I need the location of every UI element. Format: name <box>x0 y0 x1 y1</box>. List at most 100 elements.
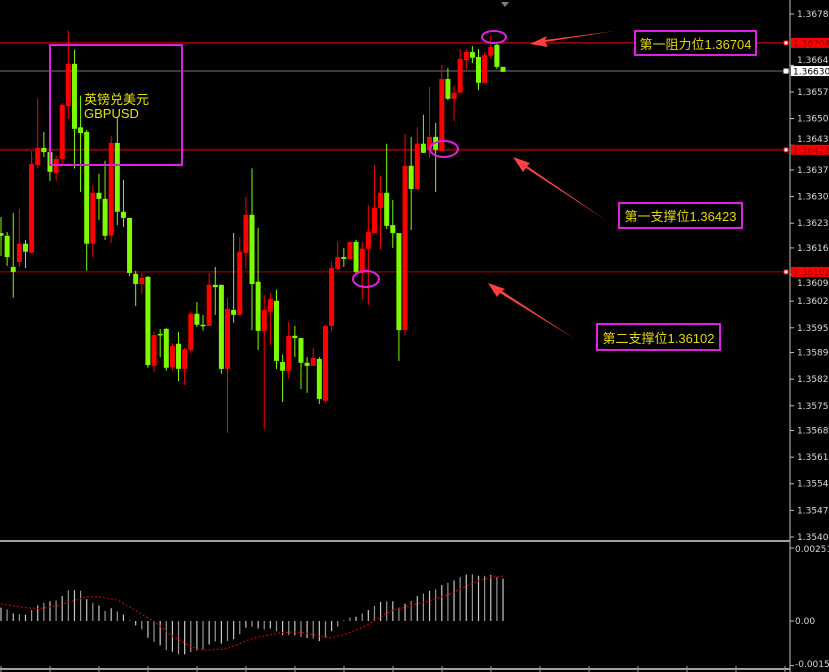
candle <box>127 217 133 277</box>
candle <box>163 327 169 371</box>
candles <box>0 30 506 433</box>
price-tick-label: 1.35820 <box>797 375 829 385</box>
candle-body <box>65 63 71 107</box>
candle <box>457 48 463 93</box>
arrow-resistance <box>530 31 615 47</box>
support2-price-label-marker <box>783 269 789 275</box>
candle <box>433 122 439 193</box>
candle-body <box>408 165 414 189</box>
candle <box>249 168 255 331</box>
support2-price-label: 1.36102 <box>793 268 829 278</box>
candle <box>59 103 65 164</box>
candle-body <box>237 251 243 315</box>
candle-body <box>414 143 420 189</box>
candle <box>157 328 163 358</box>
candle <box>445 68 451 100</box>
candle <box>114 117 120 226</box>
candle-body <box>359 248 365 274</box>
candle-body <box>298 338 304 363</box>
candle-body <box>96 192 102 199</box>
candle <box>304 357 310 393</box>
candle <box>451 85 457 121</box>
candle-body <box>127 217 133 274</box>
candle-body <box>402 165 408 331</box>
candle-body <box>157 333 163 336</box>
candle <box>273 289 279 369</box>
ellipse-top <box>481 30 507 44</box>
candle-body <box>108 142 114 236</box>
candle <box>414 127 420 191</box>
candle-body <box>365 231 371 249</box>
candle-body <box>182 349 188 369</box>
price-tick-label: 1.35405 <box>797 533 829 543</box>
price-tick-label: 1.36230 <box>797 219 829 229</box>
current-price-label-bg <box>791 66 829 77</box>
candle <box>90 184 96 258</box>
candle-body <box>139 277 145 285</box>
candle <box>0 217 4 256</box>
candle <box>329 261 335 331</box>
price-tick-label: 1.36780 <box>797 10 829 20</box>
candle-body <box>243 214 249 253</box>
candle <box>347 241 353 259</box>
candle-body <box>225 308 231 369</box>
candle-body <box>396 233 402 331</box>
candle-body <box>16 243 22 262</box>
candle-body <box>280 362 286 371</box>
candle <box>396 233 402 361</box>
support1-price-label-bg <box>791 144 829 155</box>
candle-body <box>316 358 322 399</box>
candle <box>384 143 390 229</box>
candle-body <box>176 343 182 369</box>
chart-shift-marker[interactable] <box>501 2 509 7</box>
candle-body <box>267 298 273 312</box>
candle <box>145 276 151 368</box>
candle-body <box>120 211 126 218</box>
resistance1-price-label-bg <box>791 37 829 48</box>
candle-body <box>206 284 212 326</box>
candle <box>476 48 482 91</box>
price-tick-label: 1.35685 <box>797 426 829 436</box>
candle <box>353 239 359 274</box>
candle <box>206 273 212 326</box>
candle-body <box>292 335 298 339</box>
candle <box>267 292 273 345</box>
candle <box>378 176 384 250</box>
price-tick-label: 1.36435 <box>797 135 829 145</box>
candle <box>402 133 408 336</box>
price-tick-label: 1.35475 <box>797 506 829 516</box>
candle-body <box>310 357 316 366</box>
candle <box>365 204 371 305</box>
candle-body <box>218 284 224 369</box>
candle-body <box>145 276 151 366</box>
candle <box>341 247 347 267</box>
candle-body <box>463 52 469 61</box>
candle <box>292 325 298 358</box>
symbol-annotation-box <box>49 44 183 166</box>
candle-body <box>231 309 237 315</box>
candle <box>78 95 84 193</box>
candle-body <box>249 214 255 285</box>
annotation-arrows <box>488 31 615 339</box>
candle-body <box>10 266 16 272</box>
candle-body <box>378 192 384 208</box>
price-tick-label: 1.35750 <box>797 402 829 412</box>
candle <box>151 331 157 372</box>
candle-body <box>41 147 47 153</box>
candle <box>71 49 77 169</box>
candle-body <box>22 243 28 252</box>
candle-body <box>371 207 377 234</box>
candle-body <box>35 147 41 166</box>
candle-body <box>353 241 359 272</box>
candle-body <box>427 136 433 150</box>
candle <box>96 173 102 220</box>
candle <box>371 165 377 234</box>
candle <box>10 212 16 298</box>
candle <box>120 179 126 228</box>
price-tick-label: 1.35615 <box>797 453 829 463</box>
ellipse-support1 <box>429 140 459 158</box>
candle <box>41 131 47 158</box>
